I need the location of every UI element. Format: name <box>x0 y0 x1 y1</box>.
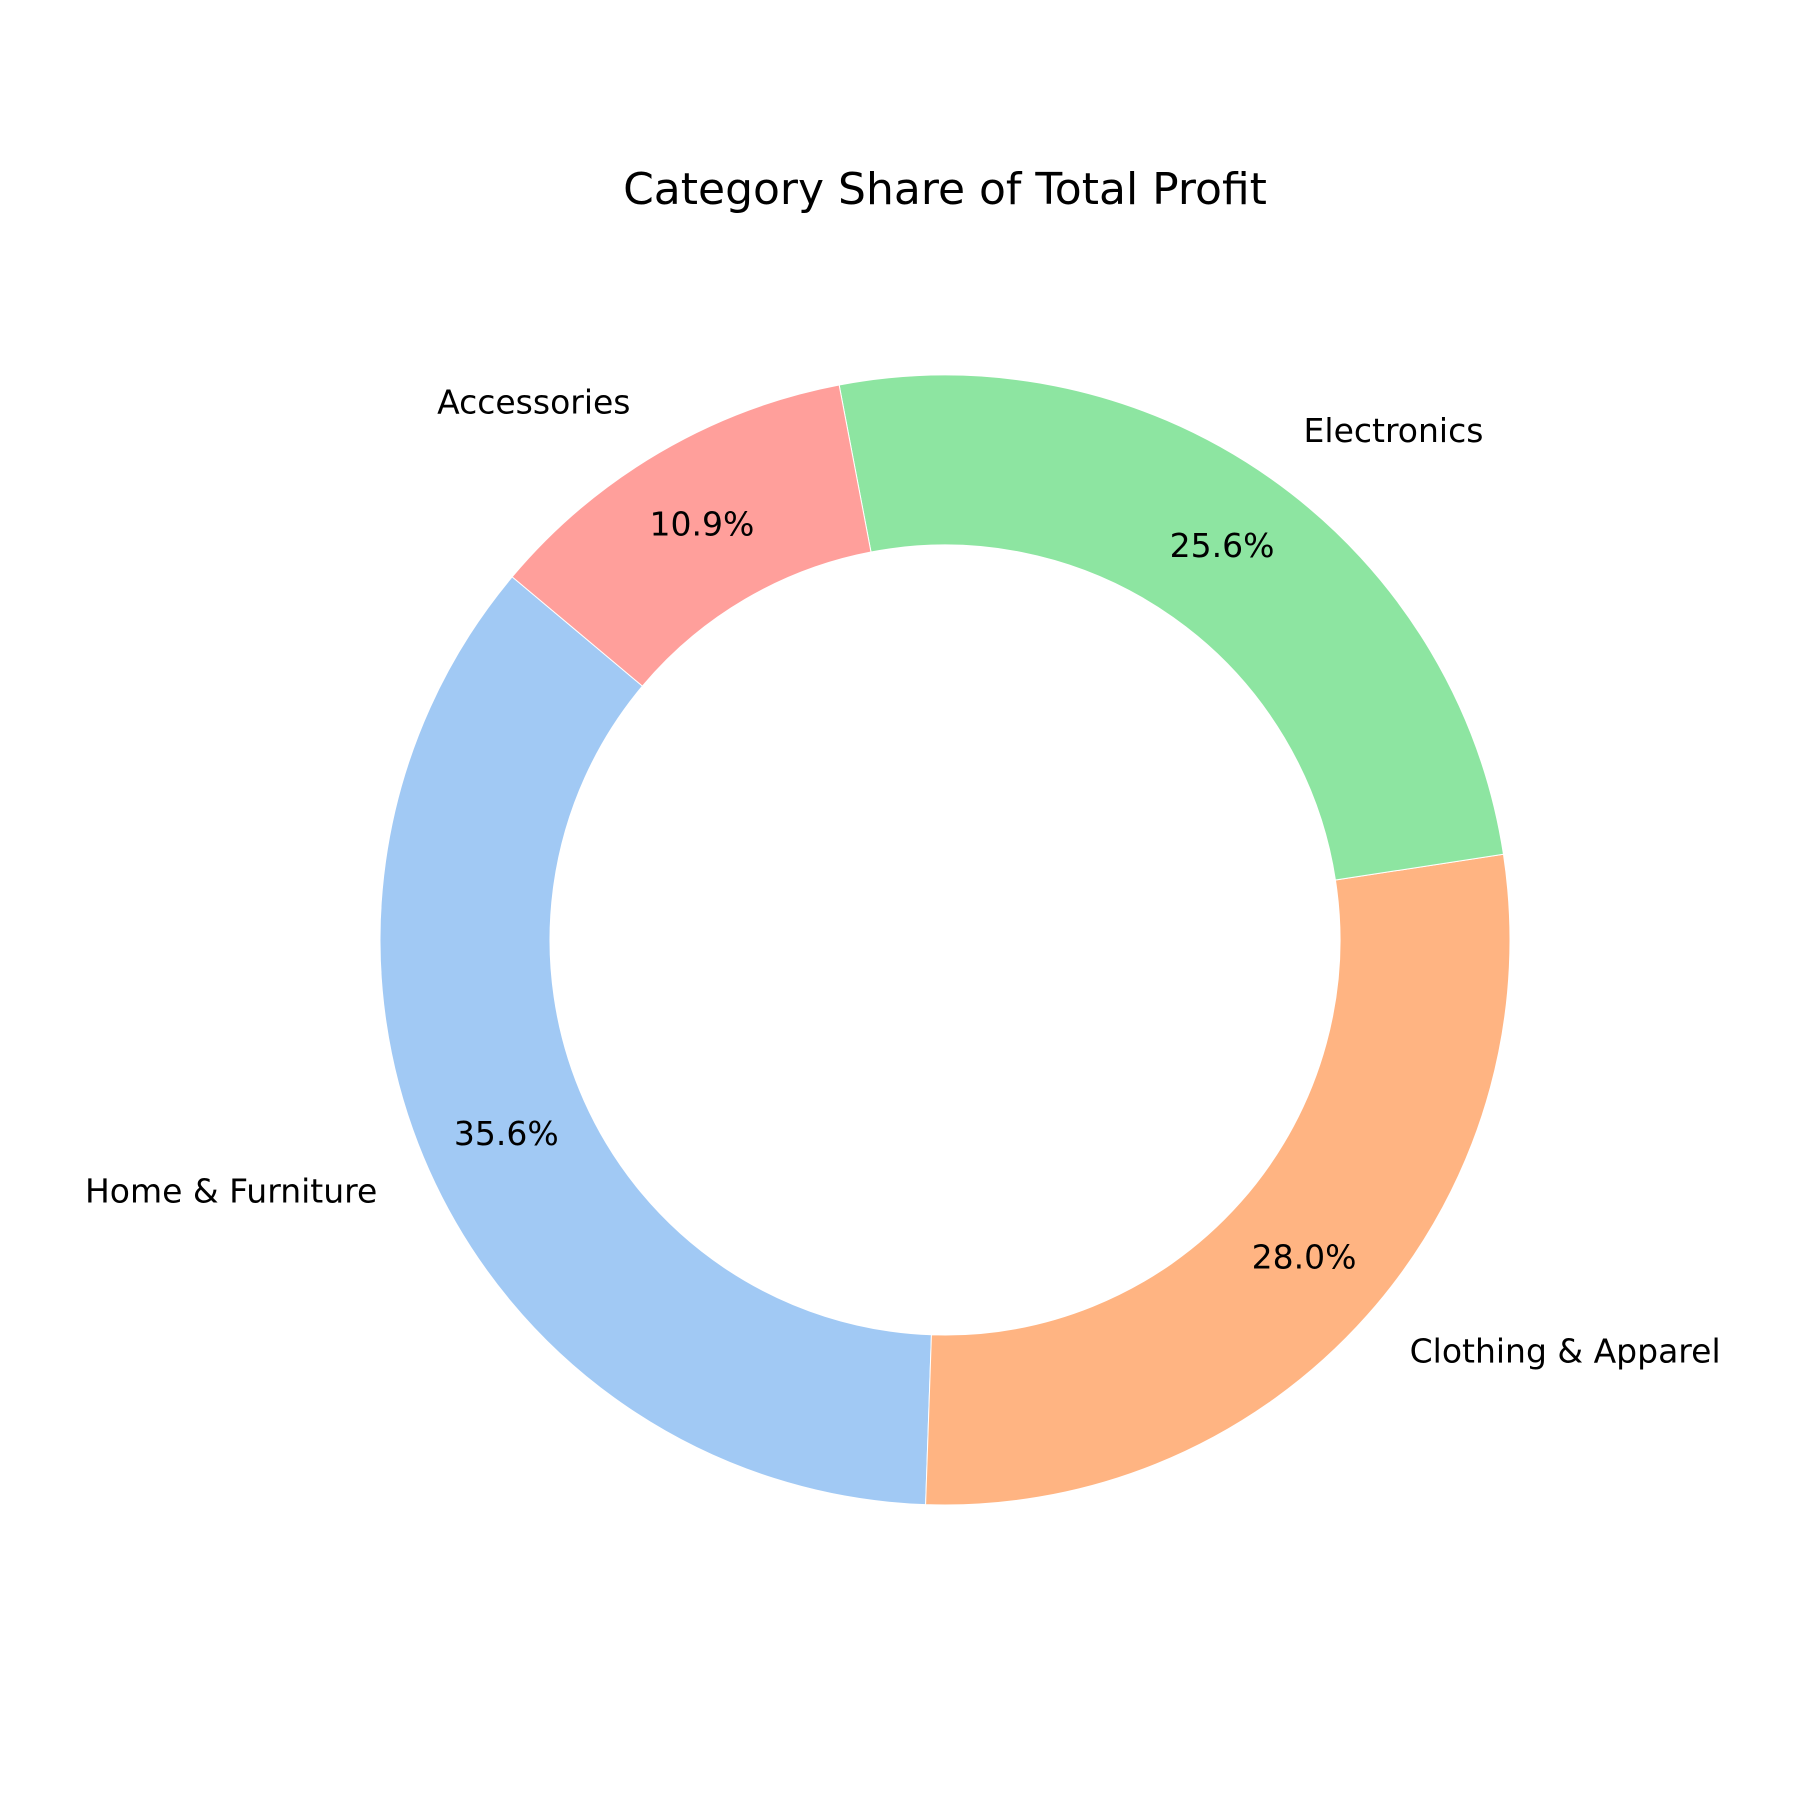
category-label-accessories: Accessories <box>437 382 630 421</box>
slice-electronics <box>838 374 1505 881</box>
percentage-label-electronics: 25.6% <box>1170 526 1275 565</box>
slice-accessories <box>511 384 872 687</box>
percentage-label-accessories: 10.9% <box>650 504 755 543</box>
slice-home-and-furniture <box>379 576 932 1506</box>
percentage-label-home-and-furniture: 35.6% <box>454 1114 559 1153</box>
category-label-clothing-and-apparel: Clothing & Apparel <box>1410 1331 1721 1370</box>
slice-clothing-and-apparel <box>925 853 1511 1506</box>
category-labels: Home & Furniture Clothing & Apparel Electr… <box>85 382 1721 1370</box>
chart-title: Category Share of Total Profit <box>623 164 1267 215</box>
percentage-labels: 35.6% 28.0% 25.6% 10.9% <box>454 504 1357 1276</box>
category-label-home-and-furniture: Home & Furniture <box>85 1171 377 1210</box>
category-label-electronics: Electronics <box>1304 411 1484 450</box>
percentage-label-clothing-and-apparel: 28.0% <box>1252 1237 1357 1276</box>
donut-slices <box>379 374 1511 1506</box>
